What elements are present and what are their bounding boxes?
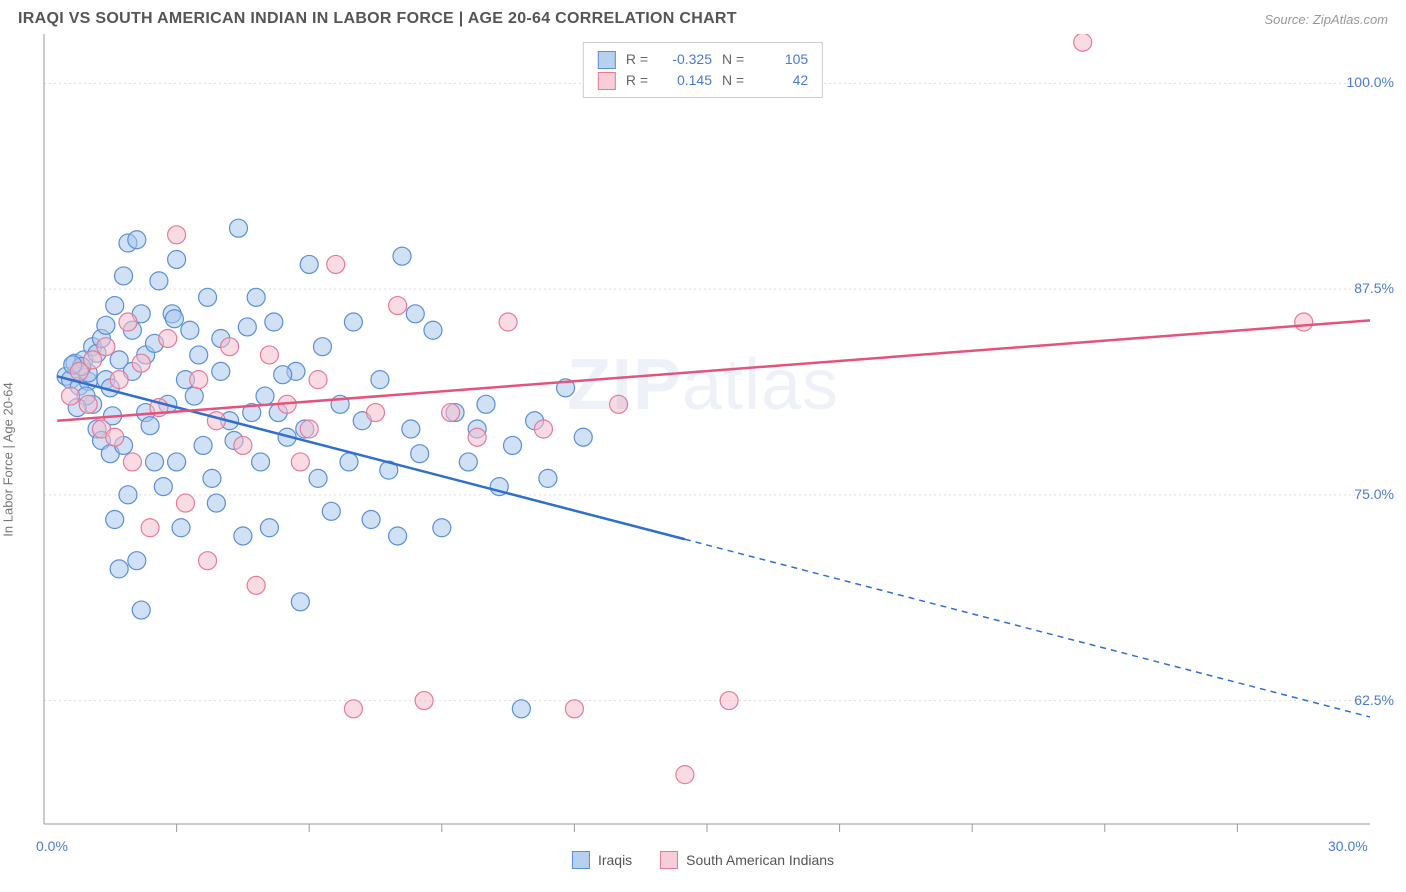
legend-item-2: South American Indians xyxy=(660,851,834,869)
bottom-legend: Iraqis South American Indians xyxy=(572,851,834,869)
y-tick-label: 75.0% xyxy=(1354,486,1394,502)
swatch-series-1 xyxy=(598,51,616,69)
x-tick-label: 0.0% xyxy=(36,838,68,854)
chart-title: IRAQI VS SOUTH AMERICAN INDIAN IN LABOR … xyxy=(18,10,737,28)
y-tick-label: 87.5% xyxy=(1354,280,1394,296)
x-tick-label: 30.0% xyxy=(1328,838,1368,854)
corr-row-1: R = -0.325 N = 105 xyxy=(598,49,808,70)
source-label: Source: ZipAtlas.com xyxy=(1264,12,1388,27)
swatch-series-2 xyxy=(598,72,616,90)
legend-item-1: Iraqis xyxy=(572,851,632,869)
corr-row-2: R = 0.145 N = 42 xyxy=(598,70,808,91)
y-tick-label: 100.0% xyxy=(1347,74,1394,90)
scatter-plot xyxy=(0,34,1406,869)
y-tick-label: 62.5% xyxy=(1354,692,1394,708)
chart-area: In Labor Force | Age 20-64 ZIPatlas R = … xyxy=(0,34,1406,869)
correlation-legend: R = -0.325 N = 105 R = 0.145 N = 42 xyxy=(583,42,823,98)
title-bar: IRAQI VS SOUTH AMERICAN INDIAN IN LABOR … xyxy=(0,0,1406,34)
swatch-series-1b xyxy=(572,851,590,869)
swatch-series-2b xyxy=(660,851,678,869)
